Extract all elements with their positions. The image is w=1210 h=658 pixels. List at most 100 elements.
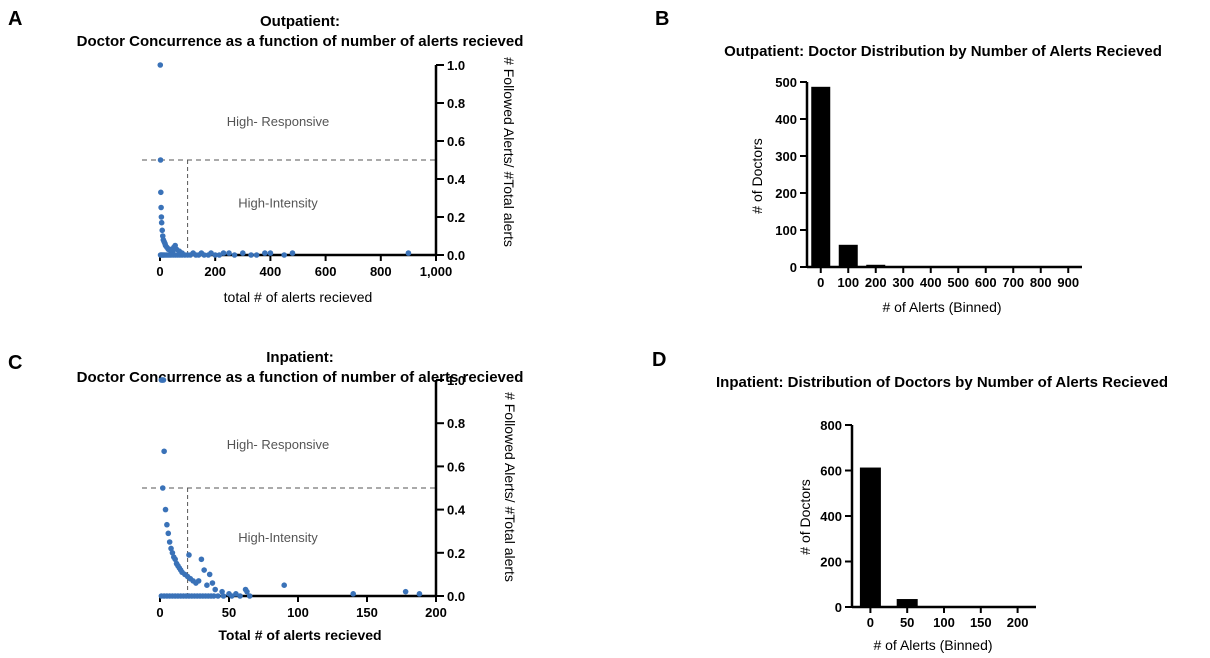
- data-point: [204, 582, 210, 588]
- chart-b-plot: 0 100 200 300 400 500 600 700 800 900 0 100 200 300 40…: [775, 75, 1082, 290]
- y-tick-label: 0.8: [447, 416, 465, 431]
- y-tick-label: 1.0: [447, 373, 465, 388]
- data-point: [212, 586, 218, 593]
- panel-letter-b: B: [655, 8, 669, 30]
- x-tick-label: 0: [156, 264, 163, 279]
- data-point: [231, 252, 238, 258]
- y-tick-label: 600: [820, 464, 842, 479]
- chart-c-subtitle: Doctor Concurrence as a function of numb…: [77, 369, 524, 386]
- chart-b-title: Outpatient: Doctor Distribution by Numbe…: [724, 43, 1162, 60]
- x-tick-label: 150: [970, 615, 992, 630]
- data-point: [169, 550, 176, 556]
- chart-b-ylabel: # of Doctors: [749, 138, 765, 213]
- data-point: [211, 593, 217, 599]
- x-tick-label: 100: [933, 615, 955, 630]
- x-tick-label: 400: [920, 275, 942, 290]
- panel-b: B Outpatient: Doctor Distribution by Num…: [655, 8, 1162, 315]
- chart-c-title: Inpatient:: [266, 349, 334, 366]
- data-point: [158, 219, 165, 226]
- data-point: [267, 250, 274, 256]
- data-point: [157, 157, 164, 163]
- x-tick-label: 600: [315, 264, 337, 279]
- data-point: [172, 556, 178, 563]
- data-point: [157, 62, 164, 68]
- y-tick-label: 100: [775, 223, 797, 238]
- x-tick-label: 700: [1002, 275, 1024, 290]
- chart-d-xlabel: # of Alerts (Binned): [873, 637, 992, 653]
- y-tick-label: 0: [835, 600, 842, 615]
- data-point: [212, 252, 218, 258]
- chart-a-plot: High- Responsive High-Intensity 0 200 400 600…: [142, 58, 466, 279]
- data-point: [233, 591, 239, 597]
- data-point: [402, 588, 409, 595]
- data-point: [209, 580, 216, 586]
- data-point: [350, 591, 357, 597]
- y-tick-label: 400: [775, 112, 797, 127]
- data-point: [201, 567, 207, 573]
- chart-a-xlabel: total # of alerts recieved: [224, 289, 373, 305]
- data-point: [162, 506, 169, 513]
- data-point: [160, 377, 167, 383]
- data-point: [166, 539, 173, 545]
- chart-c-xlabel: Total # of alerts recieved: [218, 627, 381, 643]
- y-tick-label: 400: [820, 509, 842, 524]
- bar: [859, 467, 881, 607]
- data-point: [240, 250, 246, 256]
- y-tick-label: 0.2: [447, 546, 465, 561]
- chart-a-subtitle: Doctor Concurrence as a function of numb…: [77, 33, 524, 50]
- data-point: [158, 204, 164, 211]
- data-point: [195, 578, 202, 584]
- panel-a: A Outpatient: Doctor Concurrence as a fu…: [8, 8, 523, 305]
- data-point: [186, 552, 192, 558]
- chart-a-title: Outpatient:: [260, 13, 340, 30]
- chart-d-plot: 0 50 100 150 200 0 200 400 600 800: [820, 418, 1036, 630]
- x-tick-label: 300: [892, 275, 914, 290]
- data-point: [164, 521, 170, 528]
- y-tick-label: 0: [790, 260, 797, 275]
- data-point: [220, 593, 227, 599]
- chart-a-ylabel: # Followed Alerts/ #Total alerts: [501, 57, 517, 247]
- region-label-high-responsive: High- Responsive: [227, 114, 330, 129]
- y-tick-label: 0.0: [447, 248, 465, 263]
- data-point: [289, 250, 296, 256]
- bar: [811, 86, 831, 267]
- y-tick-label: 1.0: [447, 58, 465, 73]
- data-point: [281, 252, 288, 258]
- data-point: [228, 593, 235, 599]
- x-tick-label: 600: [975, 275, 997, 290]
- data-point: [220, 250, 227, 256]
- chart-b-xlabel: # of Alerts (Binned): [882, 299, 1001, 315]
- data-point: [168, 545, 174, 552]
- data-point: [215, 593, 221, 599]
- x-tick-label: 1,000: [420, 264, 453, 279]
- y-tick-label: 0.8: [447, 96, 465, 111]
- y-tick-label: 0.6: [447, 134, 465, 149]
- x-tick-label: 100: [287, 605, 309, 620]
- chart-d-ylabel: # of Doctors: [797, 479, 813, 554]
- x-tick-label: 0: [156, 605, 163, 620]
- panel-letter-d: D: [652, 349, 666, 371]
- x-tick-label: 500: [947, 275, 969, 290]
- chart-c-plot: High- Responsive High-Intensity 0 50 100 150 2…: [142, 373, 466, 620]
- panel-letter-c: C: [8, 352, 22, 374]
- panel-c: C Inpatient: Doctor Concurrence as a fun…: [8, 349, 523, 643]
- x-tick-label: 800: [1030, 275, 1052, 290]
- data-point: [219, 588, 225, 595]
- x-tick-label: 100: [837, 275, 859, 290]
- data-point: [281, 582, 288, 588]
- data-point: [161, 448, 167, 455]
- panel-letter-a: A: [8, 8, 22, 30]
- y-tick-label: 500: [775, 75, 797, 90]
- x-tick-label: 200: [204, 264, 226, 279]
- data-point: [198, 556, 205, 563]
- data-point: [244, 588, 250, 595]
- x-tick-label: 200: [1007, 615, 1029, 630]
- data-point: [158, 214, 165, 220]
- data-point: [158, 189, 164, 196]
- region-label-high-intensity: High-Intensity: [238, 530, 318, 545]
- x-tick-label: 50: [222, 605, 236, 620]
- region-label-high-responsive: High- Responsive: [227, 437, 330, 452]
- y-tick-label: 200: [820, 555, 842, 570]
- x-tick-label: 400: [260, 264, 282, 279]
